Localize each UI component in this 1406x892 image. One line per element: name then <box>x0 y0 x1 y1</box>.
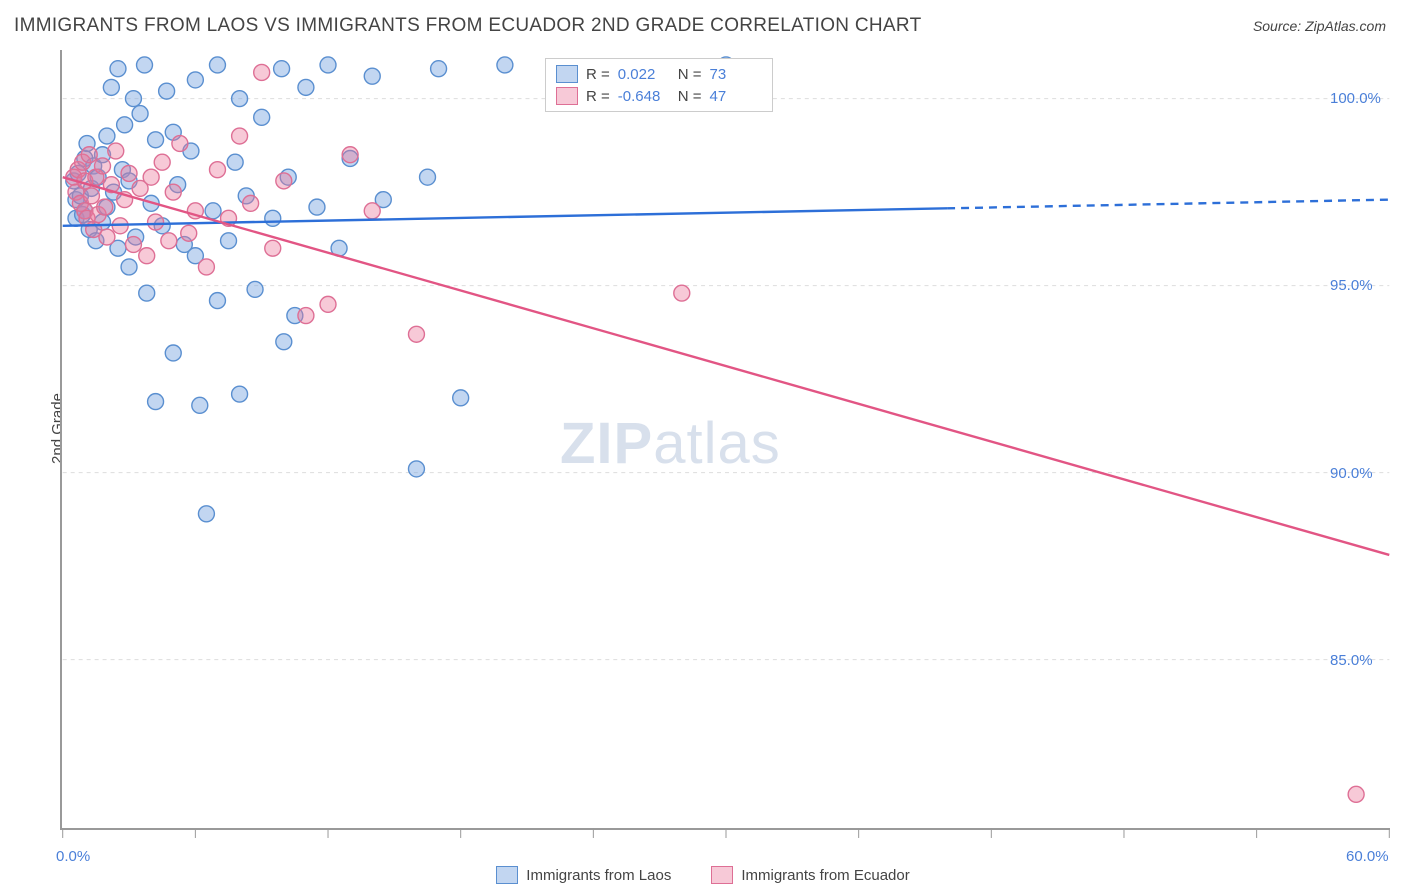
legend-r-value: -0.648 <box>618 88 670 105</box>
legend-n-label: N = <box>678 66 702 83</box>
chart-source: Source: ZipAtlas.com <box>1253 18 1386 34</box>
legend-n-value: 73 <box>710 66 762 83</box>
legend-swatch <box>556 87 578 105</box>
chart-title: IMMIGRANTS FROM LAOS VS IMMIGRANTS FROM … <box>14 15 921 37</box>
y-tick-label: 85.0% <box>1330 652 1373 669</box>
legend-swatch <box>556 65 578 83</box>
legend-stats-row: R = -0.648 N = 47 <box>556 85 762 107</box>
watermark-heavy: ZIP <box>560 411 653 476</box>
legend-series-label: Immigrants from Laos <box>526 867 671 884</box>
watermark: ZIPatlas <box>560 410 781 477</box>
legend-series-item: Immigrants from Laos <box>496 866 671 884</box>
legend-swatch <box>496 866 518 884</box>
legend-stats: R = 0.022 N = 73 R = -0.648 N = 47 <box>545 58 773 112</box>
legend-series: Immigrants from Laos Immigrants from Ecua… <box>0 866 1406 884</box>
x-tick-label: 0.0% <box>56 848 90 865</box>
legend-n-value: 47 <box>710 88 762 105</box>
legend-series-label: Immigrants from Ecuador <box>741 867 909 884</box>
watermark-light: atlas <box>653 411 781 476</box>
chart-container: IMMIGRANTS FROM LAOS VS IMMIGRANTS FROM … <box>0 0 1406 892</box>
y-tick-label: 95.0% <box>1330 277 1373 294</box>
x-tick-label: 60.0% <box>1346 848 1389 865</box>
legend-series-item: Immigrants from Ecuador <box>711 866 909 884</box>
y-tick-label: 100.0% <box>1330 90 1381 107</box>
legend-stats-row: R = 0.022 N = 73 <box>556 63 762 85</box>
legend-n-label: N = <box>678 88 702 105</box>
legend-r-label: R = <box>586 66 610 83</box>
legend-r-value: 0.022 <box>618 66 670 83</box>
legend-swatch <box>711 866 733 884</box>
y-tick-label: 90.0% <box>1330 465 1373 482</box>
legend-r-label: R = <box>586 88 610 105</box>
